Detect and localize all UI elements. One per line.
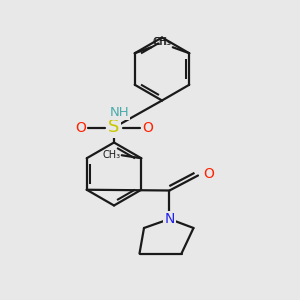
Text: CH₃: CH₃ [154,37,172,46]
Text: N: N [164,212,175,226]
Text: O: O [75,121,86,134]
Text: S: S [108,118,120,136]
Text: O: O [142,121,153,134]
Text: CH₃: CH₃ [102,150,120,160]
Text: NH: NH [109,106,129,119]
Text: CH₃: CH₃ [152,37,170,46]
Text: O: O [203,167,214,181]
